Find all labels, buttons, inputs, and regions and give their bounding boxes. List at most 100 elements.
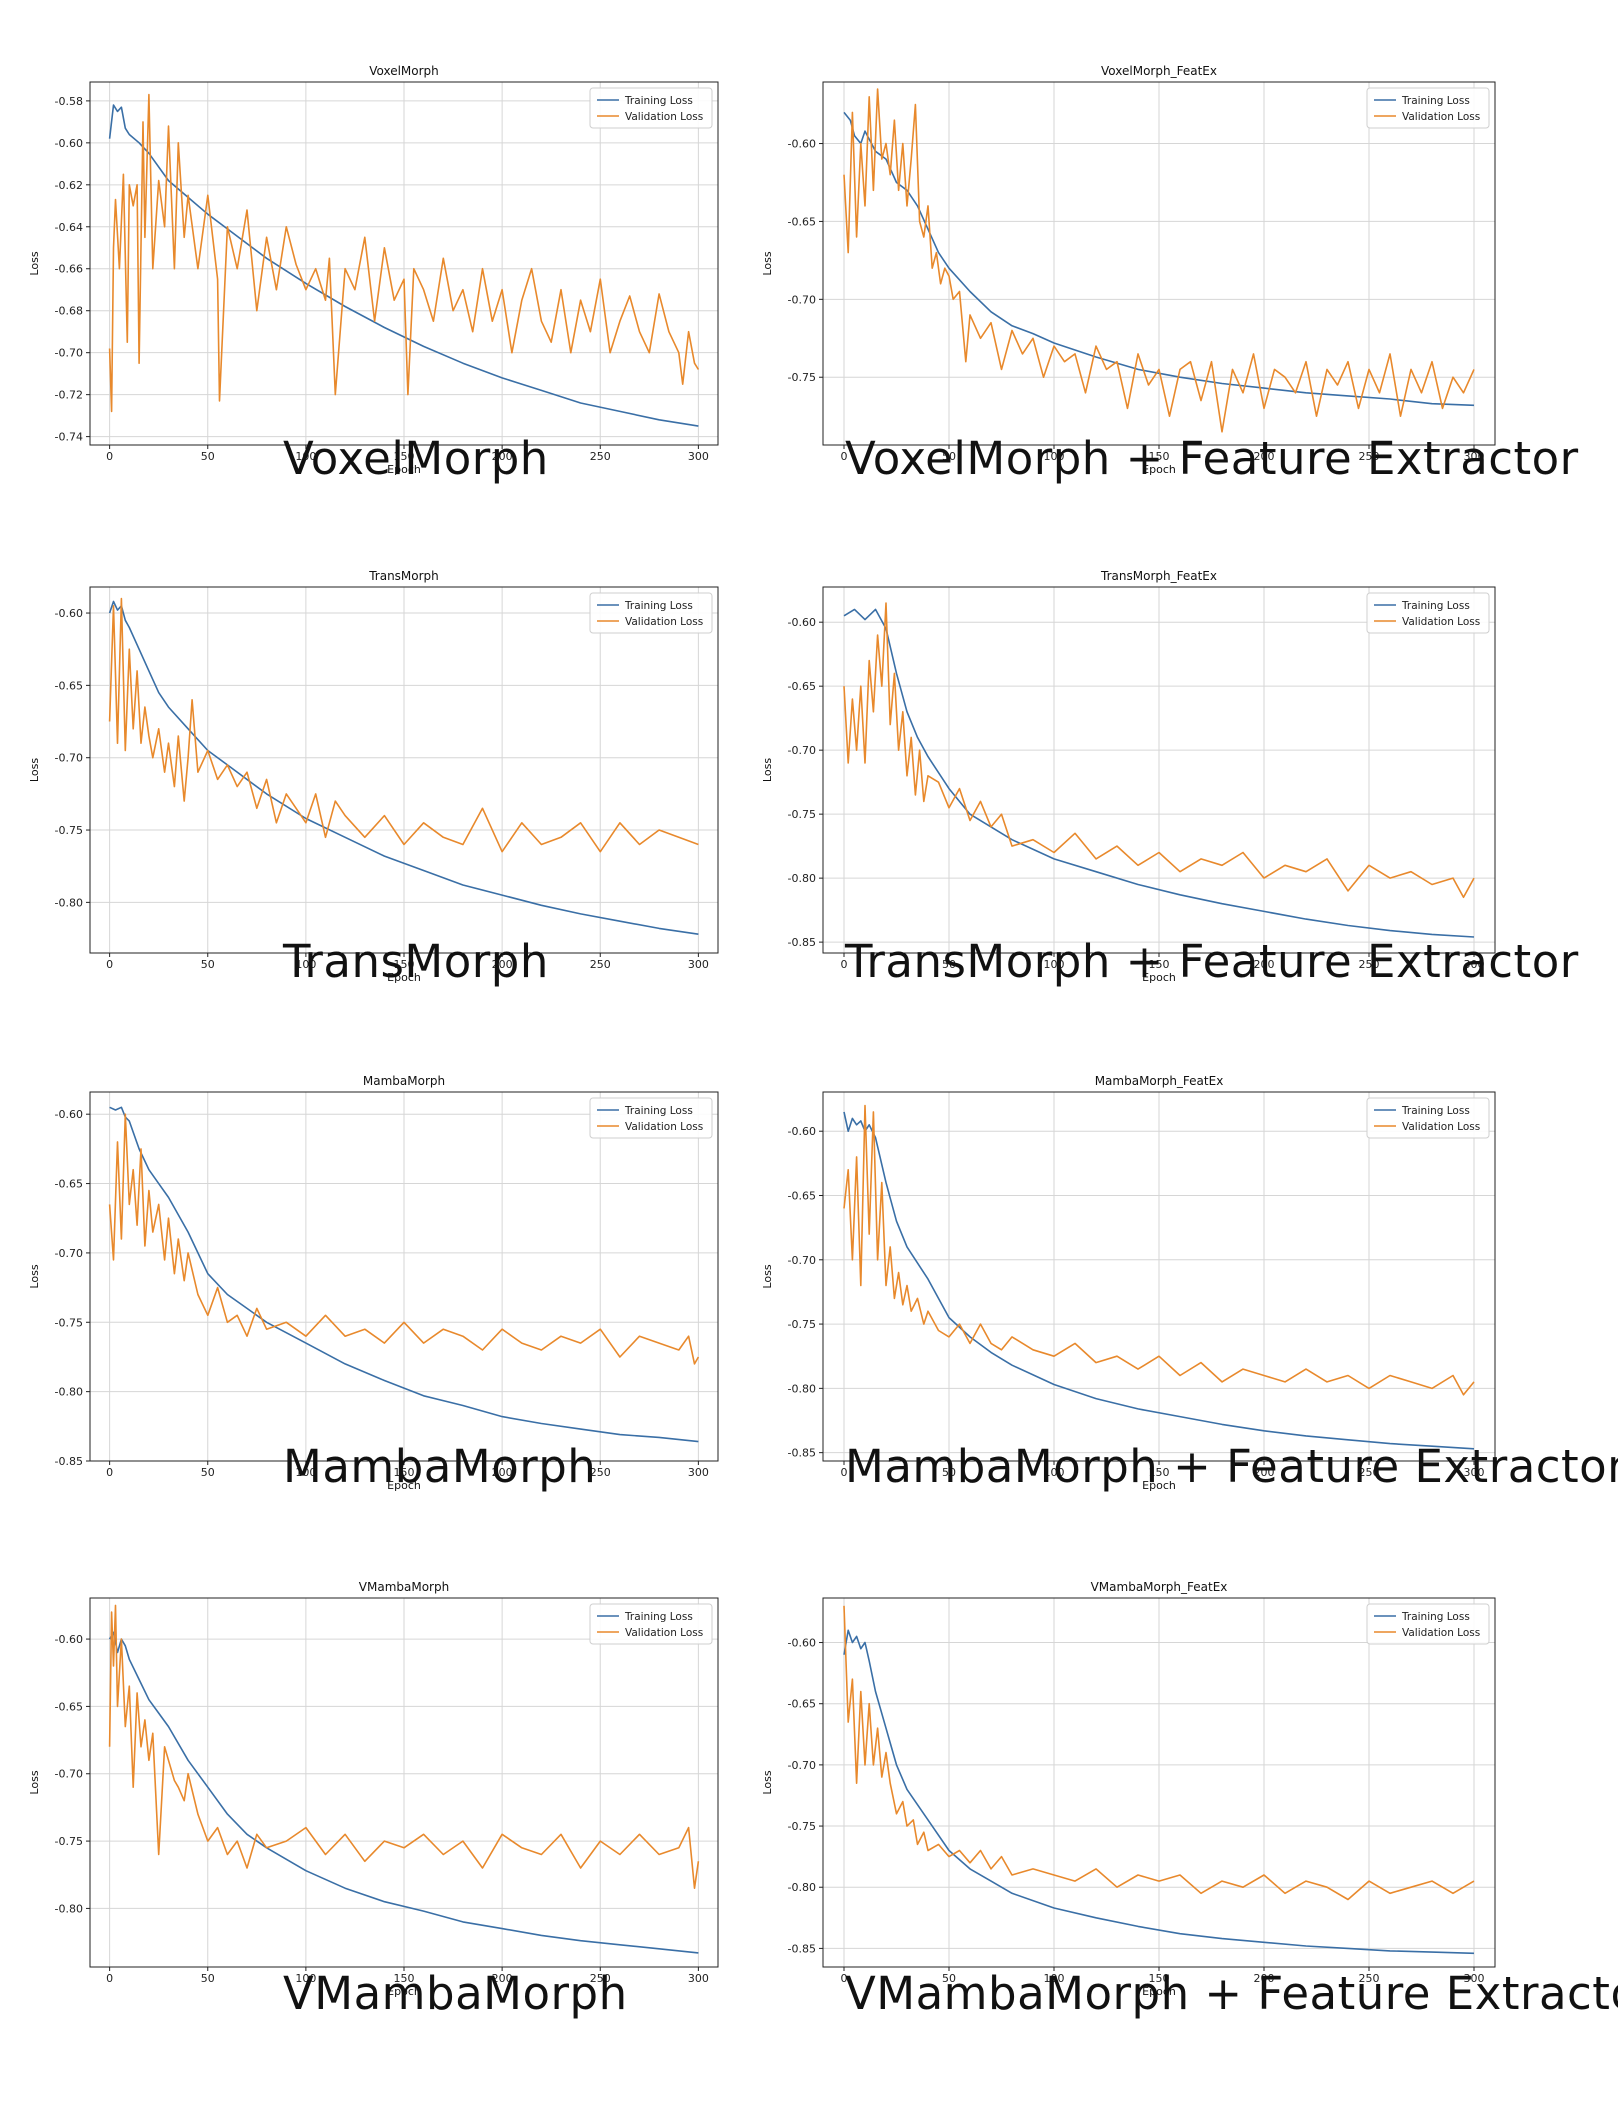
x-tick-label: 250 bbox=[590, 1466, 611, 1479]
x-axis-label: Epoch bbox=[387, 1479, 421, 1492]
panel-caption: MambaMorph bbox=[283, 1440, 597, 1493]
y-tick-label: -0.60 bbox=[788, 1125, 816, 1138]
chart-title: VMambaMorph bbox=[359, 1580, 449, 1594]
legend-box bbox=[1366, 592, 1490, 634]
y-tick-label: -0.85 bbox=[788, 1942, 816, 1955]
legend: Training Loss Validation Loss bbox=[589, 1603, 713, 1645]
y-tick-label: -0.65 bbox=[55, 679, 83, 692]
x-tick-label: 250 bbox=[1359, 1972, 1380, 1985]
panel-caption: VoxelMorph bbox=[283, 432, 549, 485]
chart-title: TransMorph_FeatEx bbox=[1100, 569, 1217, 583]
x-axis-label: Epoch bbox=[1142, 1479, 1176, 1492]
y-tick-label: -0.68 bbox=[55, 305, 83, 318]
x-axis-label: Epoch bbox=[387, 463, 421, 476]
x-tick-label: 250 bbox=[590, 958, 611, 971]
y-tick-label: -0.65 bbox=[788, 680, 816, 693]
x-tick-label: 150 bbox=[1149, 450, 1170, 463]
y-tick-label: -0.75 bbox=[55, 824, 83, 837]
legend-box bbox=[1366, 1603, 1490, 1645]
x-tick-label: 100 bbox=[1044, 450, 1065, 463]
chart-title: VoxelMorph_FeatEx bbox=[1101, 64, 1217, 78]
x-tick-label: 50 bbox=[942, 1972, 956, 1985]
y-tick-label: -0.60 bbox=[55, 137, 83, 150]
x-axis-label: Epoch bbox=[1142, 463, 1176, 476]
legend: Training Loss Validation Loss bbox=[589, 592, 713, 634]
y-tick-label: -0.58 bbox=[55, 95, 83, 108]
chart-3: 0 50 100 150 200 250 300 -0.60 -0.65 -0.70 -0.75 -0… bbox=[28, 569, 719, 984]
x-tick-label: 150 bbox=[394, 1466, 415, 1479]
x-tick-label: 300 bbox=[1464, 958, 1485, 971]
training-loss-line bbox=[108, 1631, 699, 1954]
chart-title: TransMorph bbox=[368, 569, 439, 583]
validation-loss-line bbox=[843, 88, 1475, 433]
y-tick-label: -0.70 bbox=[788, 293, 816, 306]
x-tick-label: 100 bbox=[1044, 1972, 1065, 1985]
legend-entry-label: Training Loss bbox=[624, 95, 693, 107]
legend-entry-label: Validation Loss bbox=[625, 1627, 703, 1639]
y-tick-label: -0.60 bbox=[788, 1637, 816, 1650]
x-tick-label: 0 bbox=[106, 1972, 113, 1985]
x-tick-label: 50 bbox=[201, 1466, 215, 1479]
validation-loss-line bbox=[108, 1113, 700, 1365]
chart-title: VMambaMorph_FeatEx bbox=[1091, 1580, 1228, 1594]
x-tick-label: 100 bbox=[1044, 958, 1065, 971]
x-tick-label: 100 bbox=[295, 958, 316, 971]
y-tick-label: -0.65 bbox=[788, 215, 816, 228]
x-tick-label: 300 bbox=[1464, 1466, 1485, 1479]
y-axis-label: Loss bbox=[28, 1770, 41, 1794]
legend-entry-label: Validation Loss bbox=[625, 616, 703, 628]
y-tick-label: -0.65 bbox=[788, 1190, 816, 1203]
y-tick-label: -0.85 bbox=[788, 1447, 816, 1460]
x-tick-label: 300 bbox=[688, 1466, 709, 1479]
legend: Training Loss Validation Loss bbox=[589, 87, 713, 129]
x-tick-label: 250 bbox=[590, 1972, 611, 1985]
y-axis-label: Loss bbox=[761, 251, 774, 275]
y-tick-label: -0.70 bbox=[55, 1768, 83, 1781]
chart-6: 0 50 100 150 200 250 300 -0.60 -0.65 -0.70 -0.75 -0… bbox=[761, 1074, 1496, 1492]
x-tick-label: 250 bbox=[1359, 450, 1380, 463]
legend-box bbox=[589, 1097, 713, 1139]
y-tick-label: -0.60 bbox=[55, 607, 83, 620]
panel-caption: TransMorph + Feature Extractor bbox=[845, 935, 1579, 988]
y-tick-label: -0.70 bbox=[788, 1254, 816, 1267]
y-tick-label: -0.66 bbox=[55, 263, 83, 276]
training-loss-line bbox=[109, 1106, 699, 1443]
x-tick-label: 0 bbox=[841, 1466, 848, 1479]
x-tick-label: 100 bbox=[295, 1972, 316, 1985]
x-tick-label: 50 bbox=[201, 450, 215, 463]
y-tick-label: -0.80 bbox=[788, 872, 816, 885]
legend-entry-label: Training Loss bbox=[624, 600, 693, 612]
chart-8: 0 50 100 150 200 250 300 -0.60 -0.65 -0.70 -0.75 -0… bbox=[761, 1580, 1496, 1998]
x-tick-label: 250 bbox=[590, 450, 611, 463]
training-loss-line bbox=[108, 104, 699, 427]
x-tick-label: 0 bbox=[841, 1972, 848, 1985]
y-tick-label: -0.60 bbox=[55, 1633, 83, 1646]
y-axis-label: Loss bbox=[761, 758, 774, 782]
x-tick-label: 100 bbox=[295, 1466, 316, 1479]
legend-entry-label: Validation Loss bbox=[625, 1121, 703, 1133]
x-tick-label: 200 bbox=[492, 1466, 513, 1479]
x-tick-label: 0 bbox=[106, 1466, 113, 1479]
x-tick-label: 300 bbox=[688, 958, 709, 971]
y-tick-label: -0.75 bbox=[788, 1820, 816, 1833]
x-tick-label: 150 bbox=[394, 450, 415, 463]
y-tick-label: -0.74 bbox=[55, 431, 83, 444]
x-axis-label: Epoch bbox=[1142, 1985, 1176, 1998]
validation-loss-line bbox=[108, 597, 699, 853]
y-tick-label: -0.65 bbox=[55, 1178, 83, 1191]
legend-entry-label: Validation Loss bbox=[1402, 1627, 1480, 1639]
legend-entry-label: Training Loss bbox=[624, 1611, 693, 1623]
validation-loss-line bbox=[843, 602, 1475, 899]
training-loss-line bbox=[843, 1111, 1475, 1450]
validation-loss-line bbox=[843, 1104, 1475, 1396]
legend-box bbox=[589, 592, 713, 634]
x-tick-label: 100 bbox=[1044, 1466, 1065, 1479]
x-tick-label: 100 bbox=[295, 450, 316, 463]
chart-title: MambaMorph_FeatEx bbox=[1095, 1074, 1224, 1088]
legend: Training Loss Validation Loss bbox=[1366, 592, 1490, 634]
y-tick-label: -0.75 bbox=[55, 1835, 83, 1848]
x-tick-label: 200 bbox=[492, 958, 513, 971]
x-axis-label: Epoch bbox=[1142, 971, 1176, 984]
y-tick-label: -0.85 bbox=[55, 1455, 83, 1468]
legend-entry-label: Training Loss bbox=[1401, 95, 1470, 107]
